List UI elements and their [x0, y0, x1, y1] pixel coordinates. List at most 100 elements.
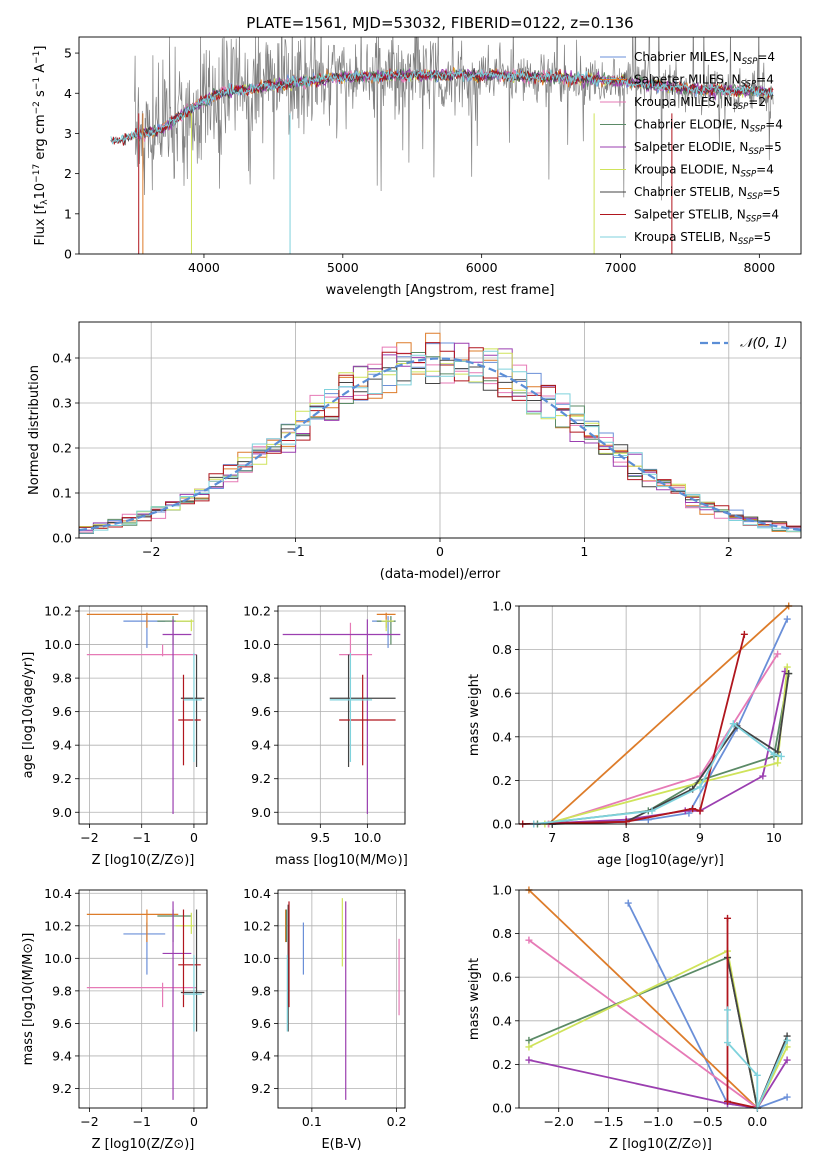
- axes-frame: [78, 36, 802, 255]
- y-tick-label: 9.2: [52, 1081, 72, 1096]
- y-tick-label: 0.4: [492, 729, 512, 744]
- legend-label: Chabrier ELODIE, N: [634, 118, 750, 132]
- legend-sub: SSP: [738, 237, 754, 247]
- y-axis-label-part: −1: [32, 77, 42, 90]
- y-tick-label: 0: [64, 247, 72, 262]
- legend-label: Chabrier MILES, N: [634, 50, 742, 64]
- y-tick-label: 4: [64, 86, 72, 101]
- legend-label: Kroupa ELODIE, N: [634, 163, 741, 177]
- y-tick-label: 10.0: [44, 637, 72, 652]
- grid-lines: [519, 605, 802, 825]
- legend-sub: SSP: [733, 102, 749, 112]
- y-tick-label: 9.4: [251, 738, 271, 753]
- marker-salpeter_stelib: [689, 805, 697, 813]
- figure-title: PLATE=1561, MJD=53032, FIBERID=0122, z=0…: [246, 14, 633, 32]
- legend-sub: SSP: [746, 215, 762, 225]
- marker-kroupa_miles: [774, 650, 782, 658]
- legend-sub: SSP: [742, 57, 758, 67]
- y-tick-label: 3: [64, 126, 72, 141]
- marker-kroupa_stelib: [724, 1039, 732, 1047]
- spectrum-panel: 4000 5000 6000 7000 8000 0 1 2 3 4 5 wavelength [An…: [32, 36, 802, 298]
- series-line-salpeter_stelib: [726, 918, 758, 1109]
- x-tick-label: 7000: [605, 260, 637, 275]
- massweight_vs_Z-panel: −2.0 −1.5 −1.0 −0.5 0.0 0.0 0.2 0.4 0.6 0.8 1.0 Z […: [467, 883, 803, 1152]
- legend-label: Salpeter MILES, N: [634, 73, 741, 87]
- x-tick-label: 0.2: [387, 1114, 407, 1129]
- y-tick-label: 10.0: [243, 637, 271, 652]
- y-tick-label: 9.0: [251, 805, 271, 820]
- legend-sub: SSP: [748, 147, 764, 157]
- x-tick-label: 9.5: [310, 830, 330, 845]
- grid-lines: [278, 890, 405, 1108]
- x-axis-label: wavelength [Angstrom, rest frame]: [326, 283, 555, 298]
- y-axis-label-part: 10: [33, 183, 48, 200]
- y-tick-label: 0.4: [52, 351, 72, 366]
- massweight_vs_age-lines: [519, 602, 793, 828]
- y-tick-label: 9.6: [52, 704, 72, 719]
- series-line-salpeter_elodie: [528, 1059, 788, 1109]
- x-axis-label: E(B-V): [321, 1137, 361, 1152]
- legend-label: Kroupa STELIB, N: [634, 230, 738, 244]
- legend-tail: =4: [756, 73, 774, 87]
- y-tick-label: 0.8: [492, 926, 512, 941]
- marker-salpeter_stelib: [724, 1097, 732, 1105]
- x-axis-label: (data-model)/error: [380, 567, 501, 582]
- marker-salpeter_stelib: [696, 807, 704, 815]
- marker-kroupa_elodie: [774, 759, 782, 767]
- legend-entry-salpeter_stelib: Salpeter STELIB, NSSP=4: [634, 208, 779, 225]
- marker-chabrier_miles: [783, 615, 791, 623]
- y-axis-label-part: s: [33, 90, 48, 101]
- marker-kroupa_stelib: [696, 783, 704, 791]
- y-tick-label: 0.2: [492, 773, 512, 788]
- x-tick-label: −1: [132, 830, 150, 845]
- y-tick-label: 9.6: [52, 1016, 72, 1031]
- marker-chabrier_elodie: [525, 1036, 533, 1044]
- marker-chabrier_stelib: [785, 670, 793, 678]
- y-axis-label-part: A: [33, 64, 48, 77]
- y-tick-label: 9.2: [251, 771, 271, 786]
- marker-kroupa_elodie: [783, 663, 791, 671]
- gaussian-curve: [79, 357, 801, 532]
- x-tick-label: 0: [436, 544, 444, 559]
- y-tick-label: 9.8: [52, 983, 72, 998]
- y-tick-label: 10.2: [243, 604, 271, 619]
- y-tick-label: 5: [64, 46, 72, 61]
- x-tick-label: 9: [696, 830, 704, 845]
- y-axis-label: mass weight: [467, 958, 482, 1040]
- x-tick-label: −1: [286, 544, 304, 559]
- x-tick-label: 8000: [743, 260, 775, 275]
- legend-label: Salpeter STELIB, N: [634, 208, 746, 222]
- legend-entry-salpeter_elodie: Salpeter ELODIE, NSSP=5: [634, 140, 782, 157]
- legend-sub: SSP: [747, 192, 763, 202]
- y-tick-label: 9.2: [251, 1081, 271, 1096]
- x-tick-label: 0: [190, 1114, 198, 1129]
- y-tick-label: 9.8: [251, 983, 271, 998]
- massweight_vs_age-panel: 7 8 9 10 0.0 0.2 0.4 0.6 0.8 1.0 age [log10(age/yr…: [467, 599, 803, 868]
- y-axis-label-part: Flux [f: [33, 204, 48, 245]
- marker-kroupa_stelib: [753, 1071, 761, 1079]
- axes-frame: [518, 605, 803, 825]
- x-axis-label: mass [log10(M/M⊙)]: [275, 853, 408, 868]
- y-axis-label-part: λ: [40, 199, 50, 205]
- axes-frame: [78, 605, 208, 825]
- legend-tail: =5: [763, 185, 781, 199]
- series-line-kroupa_stelib: [533, 722, 782, 825]
- x-tick-label: 0.1: [302, 1114, 322, 1129]
- y-axis-label-part: −17: [32, 164, 42, 183]
- legend-tail: =4: [761, 208, 779, 222]
- legend-tail: =5: [764, 140, 782, 154]
- legend-entry-kroupa_stelib: Kroupa STELIB, NSSP=5: [634, 230, 771, 247]
- x-tick-label: 0.0: [747, 1114, 767, 1129]
- y-tick-label: 1: [64, 206, 72, 221]
- marker-kroupa_stelib: [729, 720, 737, 728]
- marker-kroupa_elodie: [525, 1043, 533, 1051]
- y-tick-label: 0.1: [52, 486, 72, 501]
- legend-entry-kroupa_miles: Kroupa MILES, NSSP=2: [634, 95, 766, 112]
- y-tick-label: 0.2: [52, 441, 72, 456]
- x-tick-label: 8: [622, 830, 630, 845]
- y-tick-label: 9.2: [52, 771, 72, 786]
- legend-label: Kroupa MILES, N: [634, 95, 733, 109]
- mass_vs_ebv-panel: 0.1 0.2 9.2 9.4 9.6 9.8 10.0 10.2 10.4 E(B-V): [243, 886, 406, 1152]
- series-line-salpeter_elodie: [533, 671, 786, 825]
